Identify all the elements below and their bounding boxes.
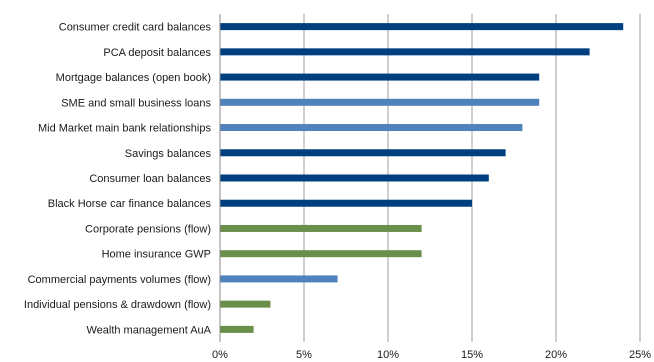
category-label: Consumer credit card balances xyxy=(59,22,212,34)
bar xyxy=(220,98,540,106)
bar xyxy=(220,73,540,81)
category-label: Corporate pensions (flow) xyxy=(85,223,211,235)
bar xyxy=(220,199,472,207)
category-label: Home insurance GWP xyxy=(102,249,211,261)
x-tick-label: 10% xyxy=(377,349,399,361)
bar xyxy=(220,224,422,232)
bar xyxy=(220,23,624,31)
x-tick-label: 0% xyxy=(212,349,228,361)
category-label: SME and small business loans xyxy=(61,97,211,109)
bar xyxy=(220,124,523,132)
bar xyxy=(220,48,590,56)
bar xyxy=(220,275,338,283)
x-axis-ticks: 0% 5% 10% 15% 20% 25% xyxy=(212,349,651,361)
category-label: Consumer loan balances xyxy=(89,173,211,185)
x-tick-label: 25% xyxy=(629,349,651,361)
bar xyxy=(220,149,506,157)
category-label: Mortgage balances (open book) xyxy=(56,72,211,84)
x-tick-label: 5% xyxy=(296,349,312,361)
bar xyxy=(220,250,422,258)
category-label: Commercial payments volumes (flow) xyxy=(28,274,211,286)
category-label: Mid Market main bank relationships xyxy=(38,123,212,135)
category-label: Black Horse car finance balances xyxy=(48,198,212,210)
bar xyxy=(220,300,271,308)
x-tick-label: 20% xyxy=(545,349,567,361)
bars xyxy=(220,23,624,333)
category-label: PCA deposit balances xyxy=(103,47,211,59)
category-labels: Consumer credit card balances PCA deposit… xyxy=(24,22,212,337)
category-label: Wealth management AuA xyxy=(86,324,211,336)
x-tick-label: 15% xyxy=(461,349,483,361)
category-label: Individual pensions & drawdown (flow) xyxy=(24,299,211,311)
bar xyxy=(220,325,254,333)
bar xyxy=(220,174,489,182)
category-label: Savings balances xyxy=(125,148,212,160)
